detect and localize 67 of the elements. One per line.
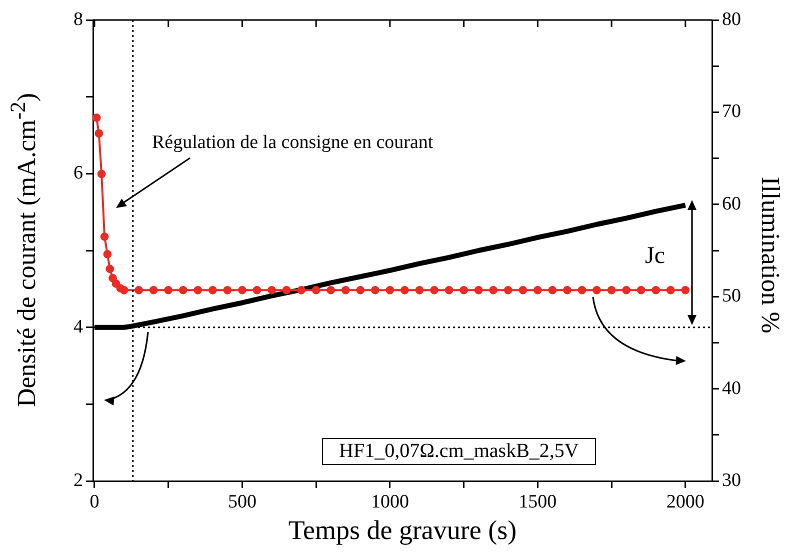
point xyxy=(149,286,158,294)
y2-tick-label: 50 xyxy=(722,286,741,307)
y-tick-label: 4 xyxy=(74,316,84,338)
point xyxy=(681,286,690,294)
y2-tick-label: 40 xyxy=(722,378,741,399)
point xyxy=(238,286,246,294)
point xyxy=(268,286,276,294)
x-tick-label: 1500 xyxy=(518,491,557,512)
annotation: HF1_0,07Ω.cm_maskB_2,5V xyxy=(322,438,596,465)
point xyxy=(400,286,409,294)
point xyxy=(607,286,616,294)
point xyxy=(97,170,106,178)
point xyxy=(636,286,646,294)
annotation: Jc xyxy=(645,243,665,270)
point xyxy=(100,232,109,241)
x-tick-label: 0 xyxy=(90,491,100,512)
y-tick-label: 6 xyxy=(74,162,83,184)
y2-axis-title: Illumination % xyxy=(755,176,785,334)
point xyxy=(489,286,498,294)
point xyxy=(415,286,424,294)
point xyxy=(108,274,117,282)
point xyxy=(341,286,350,294)
point xyxy=(164,286,173,294)
y-tick-label: 8 xyxy=(74,8,83,30)
point xyxy=(622,286,631,294)
point xyxy=(134,286,143,294)
point xyxy=(282,286,291,294)
point xyxy=(112,279,120,288)
point xyxy=(563,286,572,294)
point xyxy=(518,286,528,294)
point xyxy=(652,286,660,294)
point xyxy=(326,286,336,294)
x-tick-label: 2000 xyxy=(666,491,704,512)
point xyxy=(533,286,542,294)
point xyxy=(103,250,112,258)
point xyxy=(370,286,380,294)
y2-tick-label: 60 xyxy=(722,193,741,214)
y2-tick-label: 70 xyxy=(722,101,741,122)
point xyxy=(93,114,101,122)
point xyxy=(106,264,114,274)
point xyxy=(223,286,232,294)
point xyxy=(444,286,454,294)
point xyxy=(548,286,557,294)
point xyxy=(297,286,306,294)
point xyxy=(666,286,675,294)
x-tick-label: 500 xyxy=(228,491,256,512)
point xyxy=(208,286,217,294)
x-tick-label: 1000 xyxy=(370,491,409,512)
point xyxy=(592,286,601,294)
y-tick-label: 2 xyxy=(74,470,83,491)
point xyxy=(578,286,586,294)
point xyxy=(120,286,128,294)
point xyxy=(386,286,394,294)
point xyxy=(178,286,188,294)
point xyxy=(504,286,512,294)
point xyxy=(474,286,483,294)
point xyxy=(94,129,104,138)
annotation: Régulation de la consigne en courant xyxy=(152,132,434,154)
y2-tick-label: 80 xyxy=(722,8,741,30)
point xyxy=(252,286,262,294)
y2-tick-label: 30 xyxy=(722,470,741,491)
point xyxy=(460,286,468,294)
x-axis-title: Temps de gravure (s) xyxy=(288,514,517,545)
point xyxy=(194,286,202,294)
point xyxy=(430,286,438,294)
point xyxy=(312,286,320,294)
point xyxy=(356,286,365,294)
